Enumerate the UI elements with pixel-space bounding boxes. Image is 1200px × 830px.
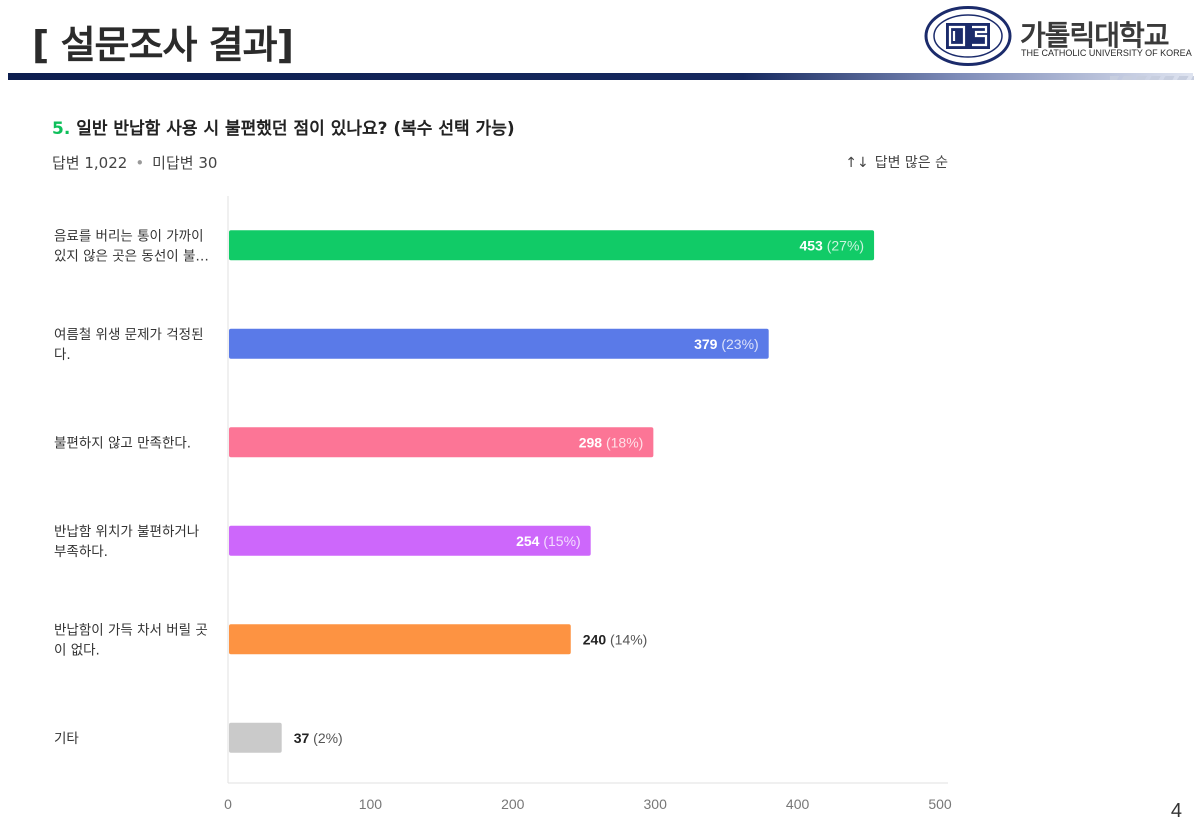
- university-name-ko: 가톨릭대학교: [1020, 19, 1170, 52]
- page-number: 4: [1170, 800, 1182, 822]
- category-label: 기타: [54, 731, 79, 747]
- data-label: 379 (23%): [694, 336, 759, 352]
- x-tick-label: 0: [224, 796, 232, 812]
- university-seal-icon: [924, 6, 1012, 66]
- x-tick-label: 200: [501, 796, 525, 812]
- category-label: 반납함 위치가 불편하거나 부족하다.: [54, 524, 199, 560]
- category-label: 여름철 위생 문제가 걱정된 다.: [54, 327, 204, 363]
- university-logo: 가톨릭대학교 THE CATHOLIC UNIVERSITY OF KOREA: [924, 6, 1194, 68]
- answered-count: 답변 1,022: [52, 154, 128, 172]
- sort-label: 답변 많은 순: [874, 155, 948, 171]
- question-text: 일반 반납함 사용 시 불편했던 점이 있나요? (복수 선택 가능): [76, 119, 515, 139]
- x-tick-label: 400: [786, 796, 810, 812]
- question-number: 5.: [52, 119, 71, 139]
- bar: [229, 427, 654, 458]
- header-divider: [8, 73, 1193, 80]
- meta-separator: •: [135, 154, 145, 172]
- x-tick-label: 500: [928, 796, 952, 812]
- data-label: 298 (18%): [579, 434, 644, 450]
- response-summary: 답변 1,022 • 미답변 30: [52, 152, 217, 173]
- unanswered-count: 미답변 30: [152, 154, 218, 172]
- sort-icon: ↑↓: [845, 155, 869, 171]
- bar: [229, 328, 769, 359]
- page-title: [ 설문조사 결과]: [32, 23, 294, 67]
- data-label: 453 (27%): [799, 237, 864, 253]
- sort-button[interactable]: ↑↓ 답변 많은 순: [845, 152, 948, 172]
- x-tick-label: 100: [359, 796, 383, 812]
- bar: [229, 722, 282, 753]
- data-label: 254 (15%): [516, 533, 581, 549]
- question-title: 5. 일반 반납함 사용 시 불편했던 점이 있나요? (복수 선택 가능): [52, 114, 515, 139]
- bar: [229, 230, 875, 261]
- university-name-en: THE CATHOLIC UNIVERSITY OF KOREA: [1021, 48, 1192, 58]
- x-tick-label: 300: [644, 796, 668, 812]
- bar: [229, 624, 571, 655]
- header-divider-dashes: [1110, 76, 1194, 80]
- data-label: 240 (14%): [583, 631, 648, 647]
- category-label: 불편하지 않고 만족한다.: [54, 435, 191, 451]
- data-label: 37 (2%): [294, 730, 343, 746]
- bar: [229, 525, 591, 556]
- category-label: 음료를 버리는 통이 가까이 있지 않은 곳은 동선이 불…: [54, 228, 209, 264]
